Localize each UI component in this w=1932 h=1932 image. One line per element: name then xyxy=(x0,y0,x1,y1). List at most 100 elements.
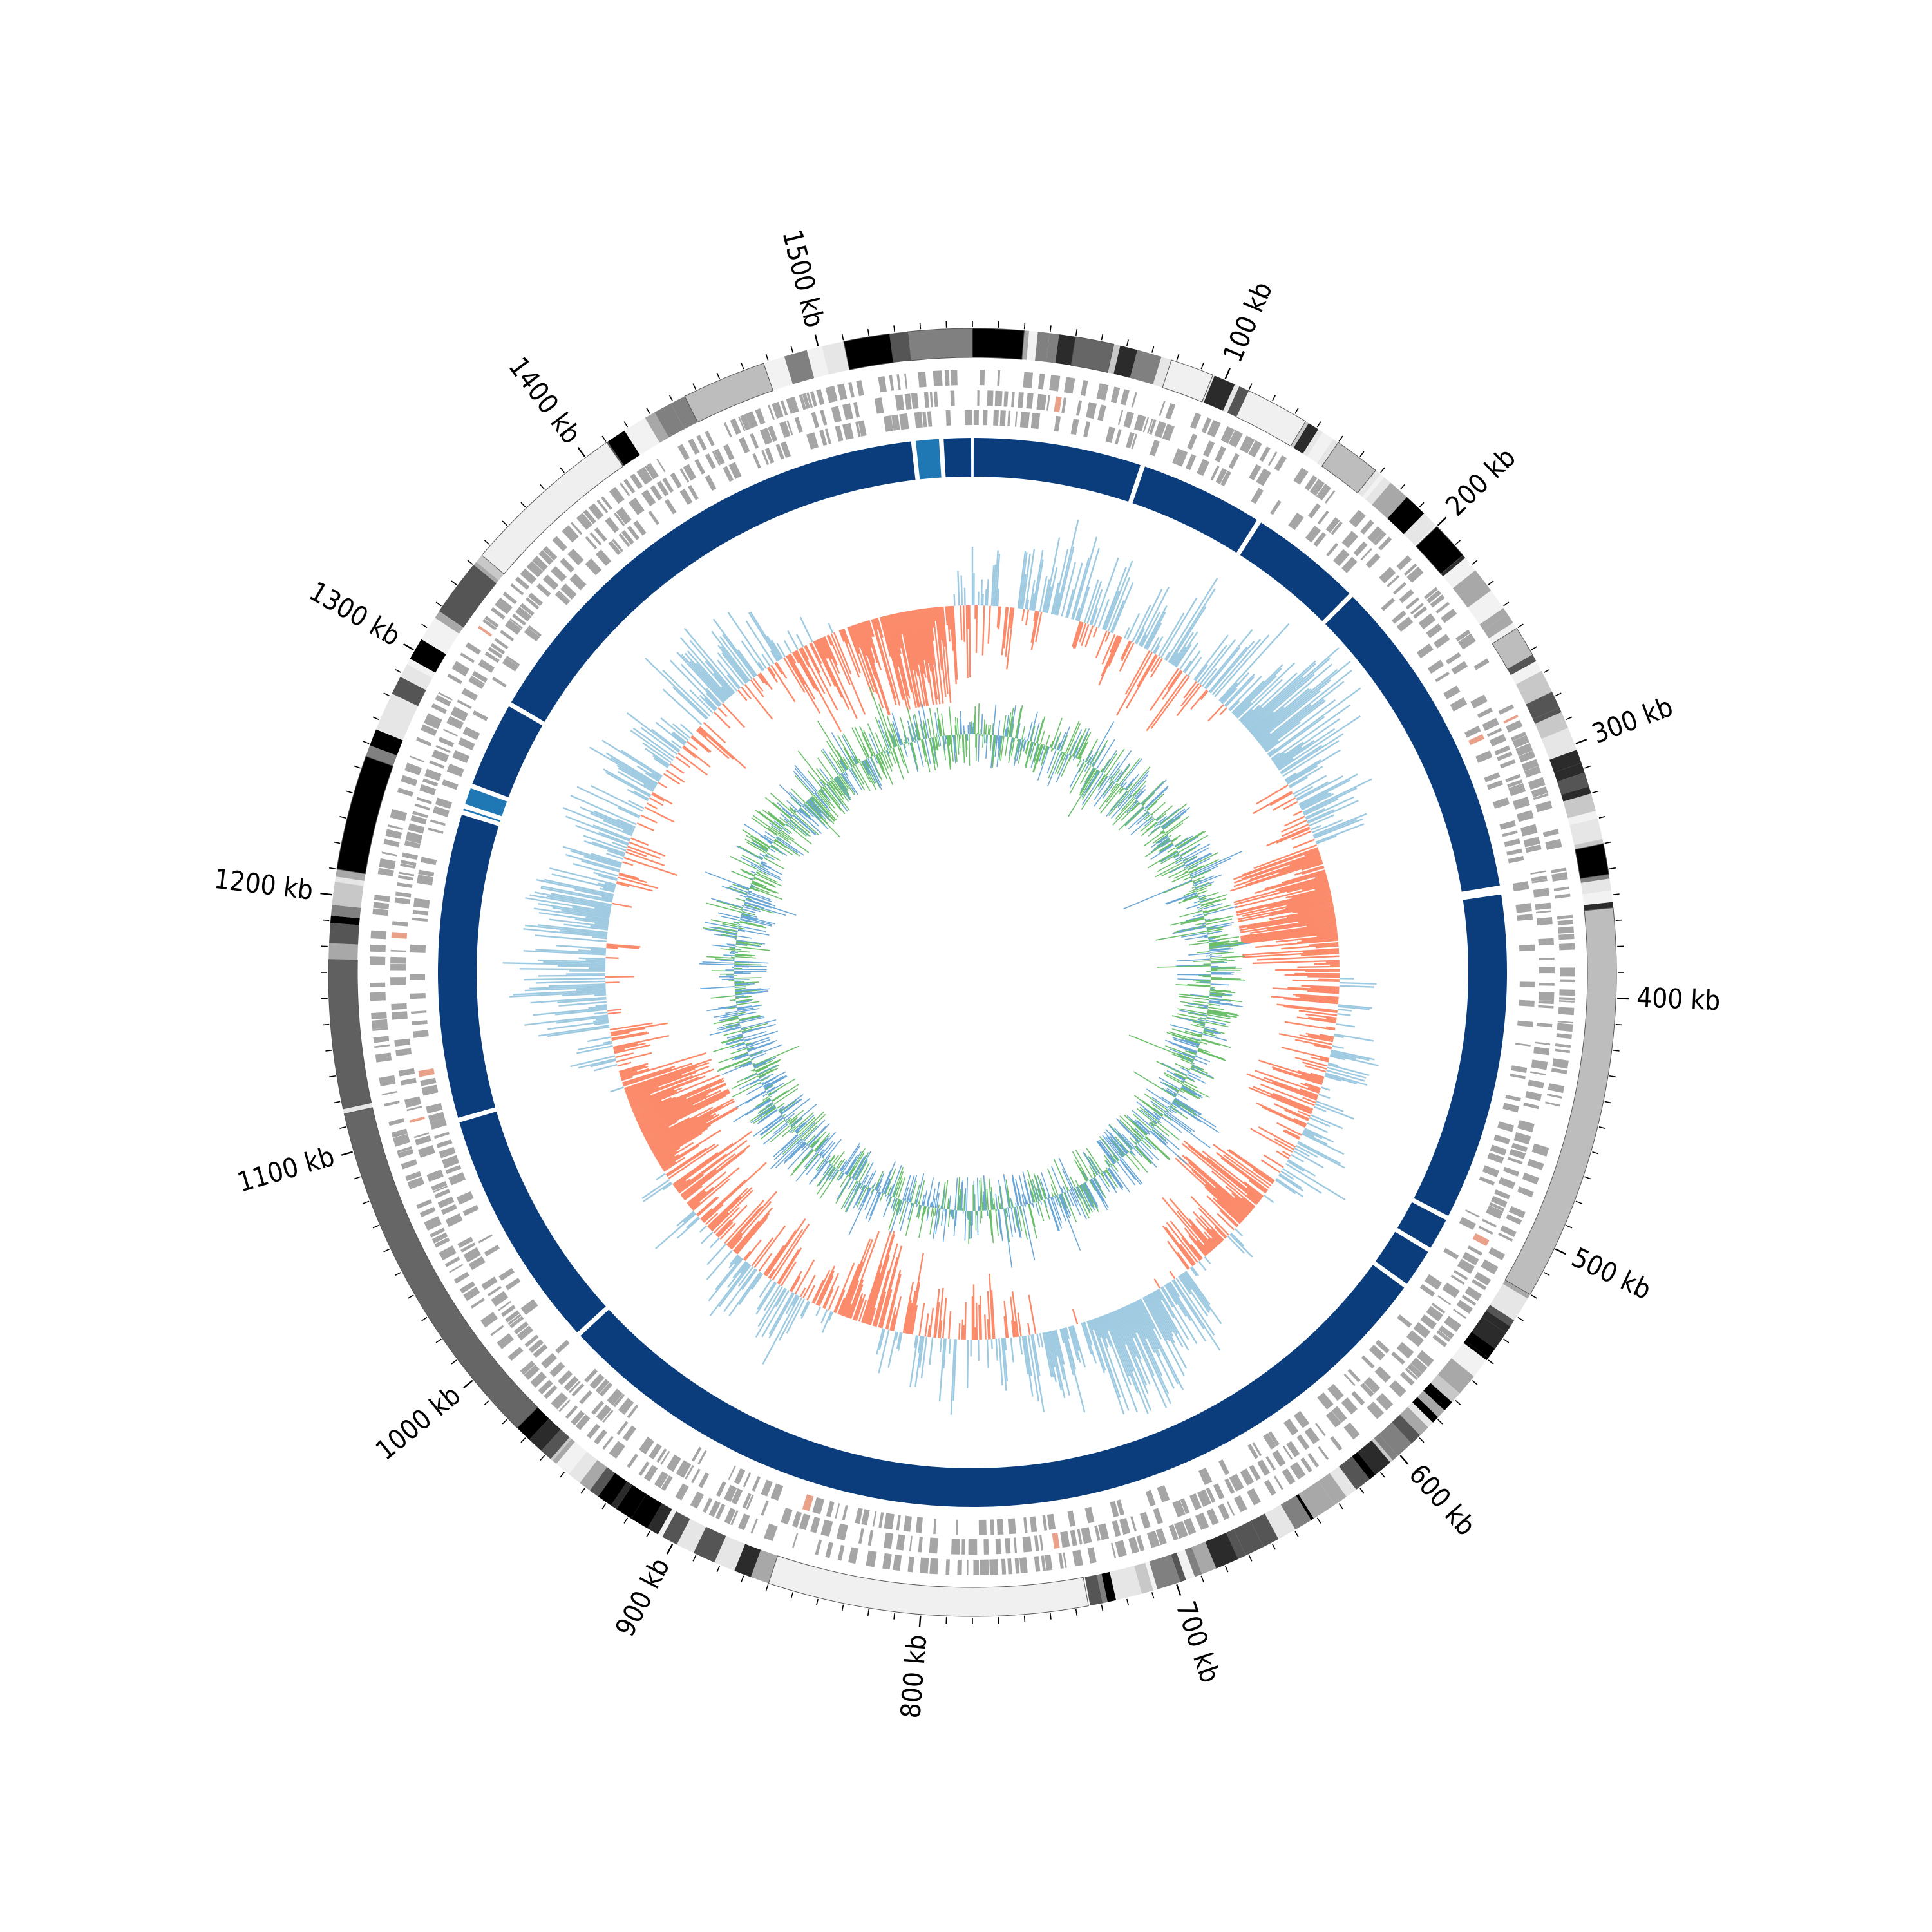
gene-feature xyxy=(530,1371,547,1388)
gc-skew-bar xyxy=(1121,782,1124,787)
gc-skew-bar xyxy=(958,1189,961,1211)
gc-bar xyxy=(570,849,621,867)
gene-feature xyxy=(1471,1279,1487,1291)
gc-skew-bar xyxy=(1060,752,1063,756)
minor-tick xyxy=(1613,893,1620,896)
gc-skew-bar xyxy=(1136,1101,1160,1121)
gc-skew-bar xyxy=(798,1111,825,1136)
gc-skew-bar xyxy=(1172,1034,1200,1045)
gene-feature xyxy=(950,390,955,406)
minor-tick xyxy=(1049,1613,1052,1620)
gene-feature xyxy=(1527,1159,1544,1171)
gc-skew-bar xyxy=(940,1205,942,1209)
gc-bar xyxy=(1141,611,1160,647)
scale-label: 1000 kb xyxy=(370,1379,466,1466)
gc-skew-bar xyxy=(983,719,986,735)
gc-bar xyxy=(1045,1332,1057,1383)
gene-feature xyxy=(1054,415,1061,432)
gc-bar xyxy=(758,1253,773,1272)
gene-feature xyxy=(1500,1225,1517,1237)
gc-bar xyxy=(1307,809,1335,823)
gc-bar xyxy=(953,594,956,606)
gc-skew-bar xyxy=(1028,1204,1037,1239)
gc-skew-bar xyxy=(969,734,971,766)
gc-bar xyxy=(1025,1335,1032,1376)
gene-feature xyxy=(609,486,625,504)
gc-bar xyxy=(828,623,834,634)
gc-skew-bar xyxy=(828,782,836,791)
gc-skew-bar xyxy=(764,1106,777,1115)
gc-bar xyxy=(1301,793,1334,811)
gc-bar xyxy=(1264,871,1326,890)
gc-skew-bar xyxy=(819,1151,824,1156)
gc-bar xyxy=(1284,1129,1301,1139)
gc-bar xyxy=(611,1032,649,1041)
gc-skew-bar xyxy=(1078,741,1089,760)
gene-feature xyxy=(1372,531,1387,545)
gene-feature xyxy=(764,1523,778,1542)
gc-bar xyxy=(1054,1330,1070,1396)
gene-feature xyxy=(410,992,426,999)
gene-feature xyxy=(1094,1525,1101,1541)
gene-feature xyxy=(1489,734,1507,747)
gc-skew-bar xyxy=(1045,734,1050,746)
gc-skew-bar xyxy=(1209,995,1223,998)
gc-bar xyxy=(1264,1077,1318,1098)
gc-bar xyxy=(770,665,796,703)
gc-skew-bar xyxy=(798,809,808,818)
gc-bar xyxy=(1302,1133,1345,1155)
gene-feature xyxy=(1517,914,1533,922)
gc-bar xyxy=(1220,672,1250,703)
gc-skew-bar xyxy=(861,761,869,775)
gc-skew-bar xyxy=(1068,741,1076,755)
gc-bar xyxy=(525,924,608,935)
gene-feature xyxy=(1498,1232,1513,1242)
gene-feature xyxy=(1444,1316,1462,1332)
gene-feature xyxy=(792,1533,799,1548)
gc-bar xyxy=(578,1058,616,1069)
gc-bar xyxy=(534,891,612,907)
gc-bar xyxy=(1255,661,1351,740)
chromosome-band xyxy=(1101,1571,1117,1602)
gc-skew-bar xyxy=(1103,1171,1116,1190)
gc-bar xyxy=(1249,920,1336,934)
gc-bar xyxy=(791,1294,799,1307)
gene-feature xyxy=(1014,411,1018,427)
gc-skew-bar xyxy=(1165,1039,1198,1052)
gc-bar xyxy=(1190,689,1208,710)
gene-feature xyxy=(1180,1498,1190,1515)
gc-bar xyxy=(1181,1142,1258,1206)
gc-bar xyxy=(741,640,764,672)
gc-bar xyxy=(700,1208,713,1220)
gc-skew-bar xyxy=(1054,1195,1059,1206)
gc-bar xyxy=(688,1191,706,1207)
gc-bar xyxy=(1258,1059,1324,1081)
gc-skew-bar xyxy=(1189,851,1242,876)
gc-bar xyxy=(1111,1311,1126,1345)
gc-skew-bar xyxy=(793,770,815,795)
gc-bar xyxy=(591,853,623,864)
gc-bar xyxy=(576,786,641,817)
gene-feature xyxy=(439,1146,456,1159)
gene-feature xyxy=(414,803,430,811)
gc-bar xyxy=(1124,650,1151,695)
gc-bar xyxy=(1138,587,1170,646)
gene-feature xyxy=(520,568,537,585)
gene-feature xyxy=(1492,797,1510,809)
gc-skew-bar xyxy=(1191,1064,1204,1070)
gene-feature xyxy=(1482,1165,1500,1177)
gc-bar xyxy=(917,609,930,683)
gc-skew-bar xyxy=(1171,873,1190,883)
gene-feature xyxy=(1220,426,1235,444)
gc-bar xyxy=(1298,773,1358,806)
gene-feature xyxy=(812,1497,825,1515)
gc-skew-bar xyxy=(1086,1148,1103,1173)
gc-skew-bar xyxy=(765,853,768,856)
gc-skew-bar xyxy=(1182,895,1198,902)
gc-skew-bar xyxy=(981,714,983,735)
gc-skew-bar xyxy=(819,789,828,799)
gc-skew-bar xyxy=(803,803,826,826)
gc-bar xyxy=(857,623,876,679)
gc-skew-bar xyxy=(741,914,775,925)
gc-bar xyxy=(1003,1300,1009,1338)
